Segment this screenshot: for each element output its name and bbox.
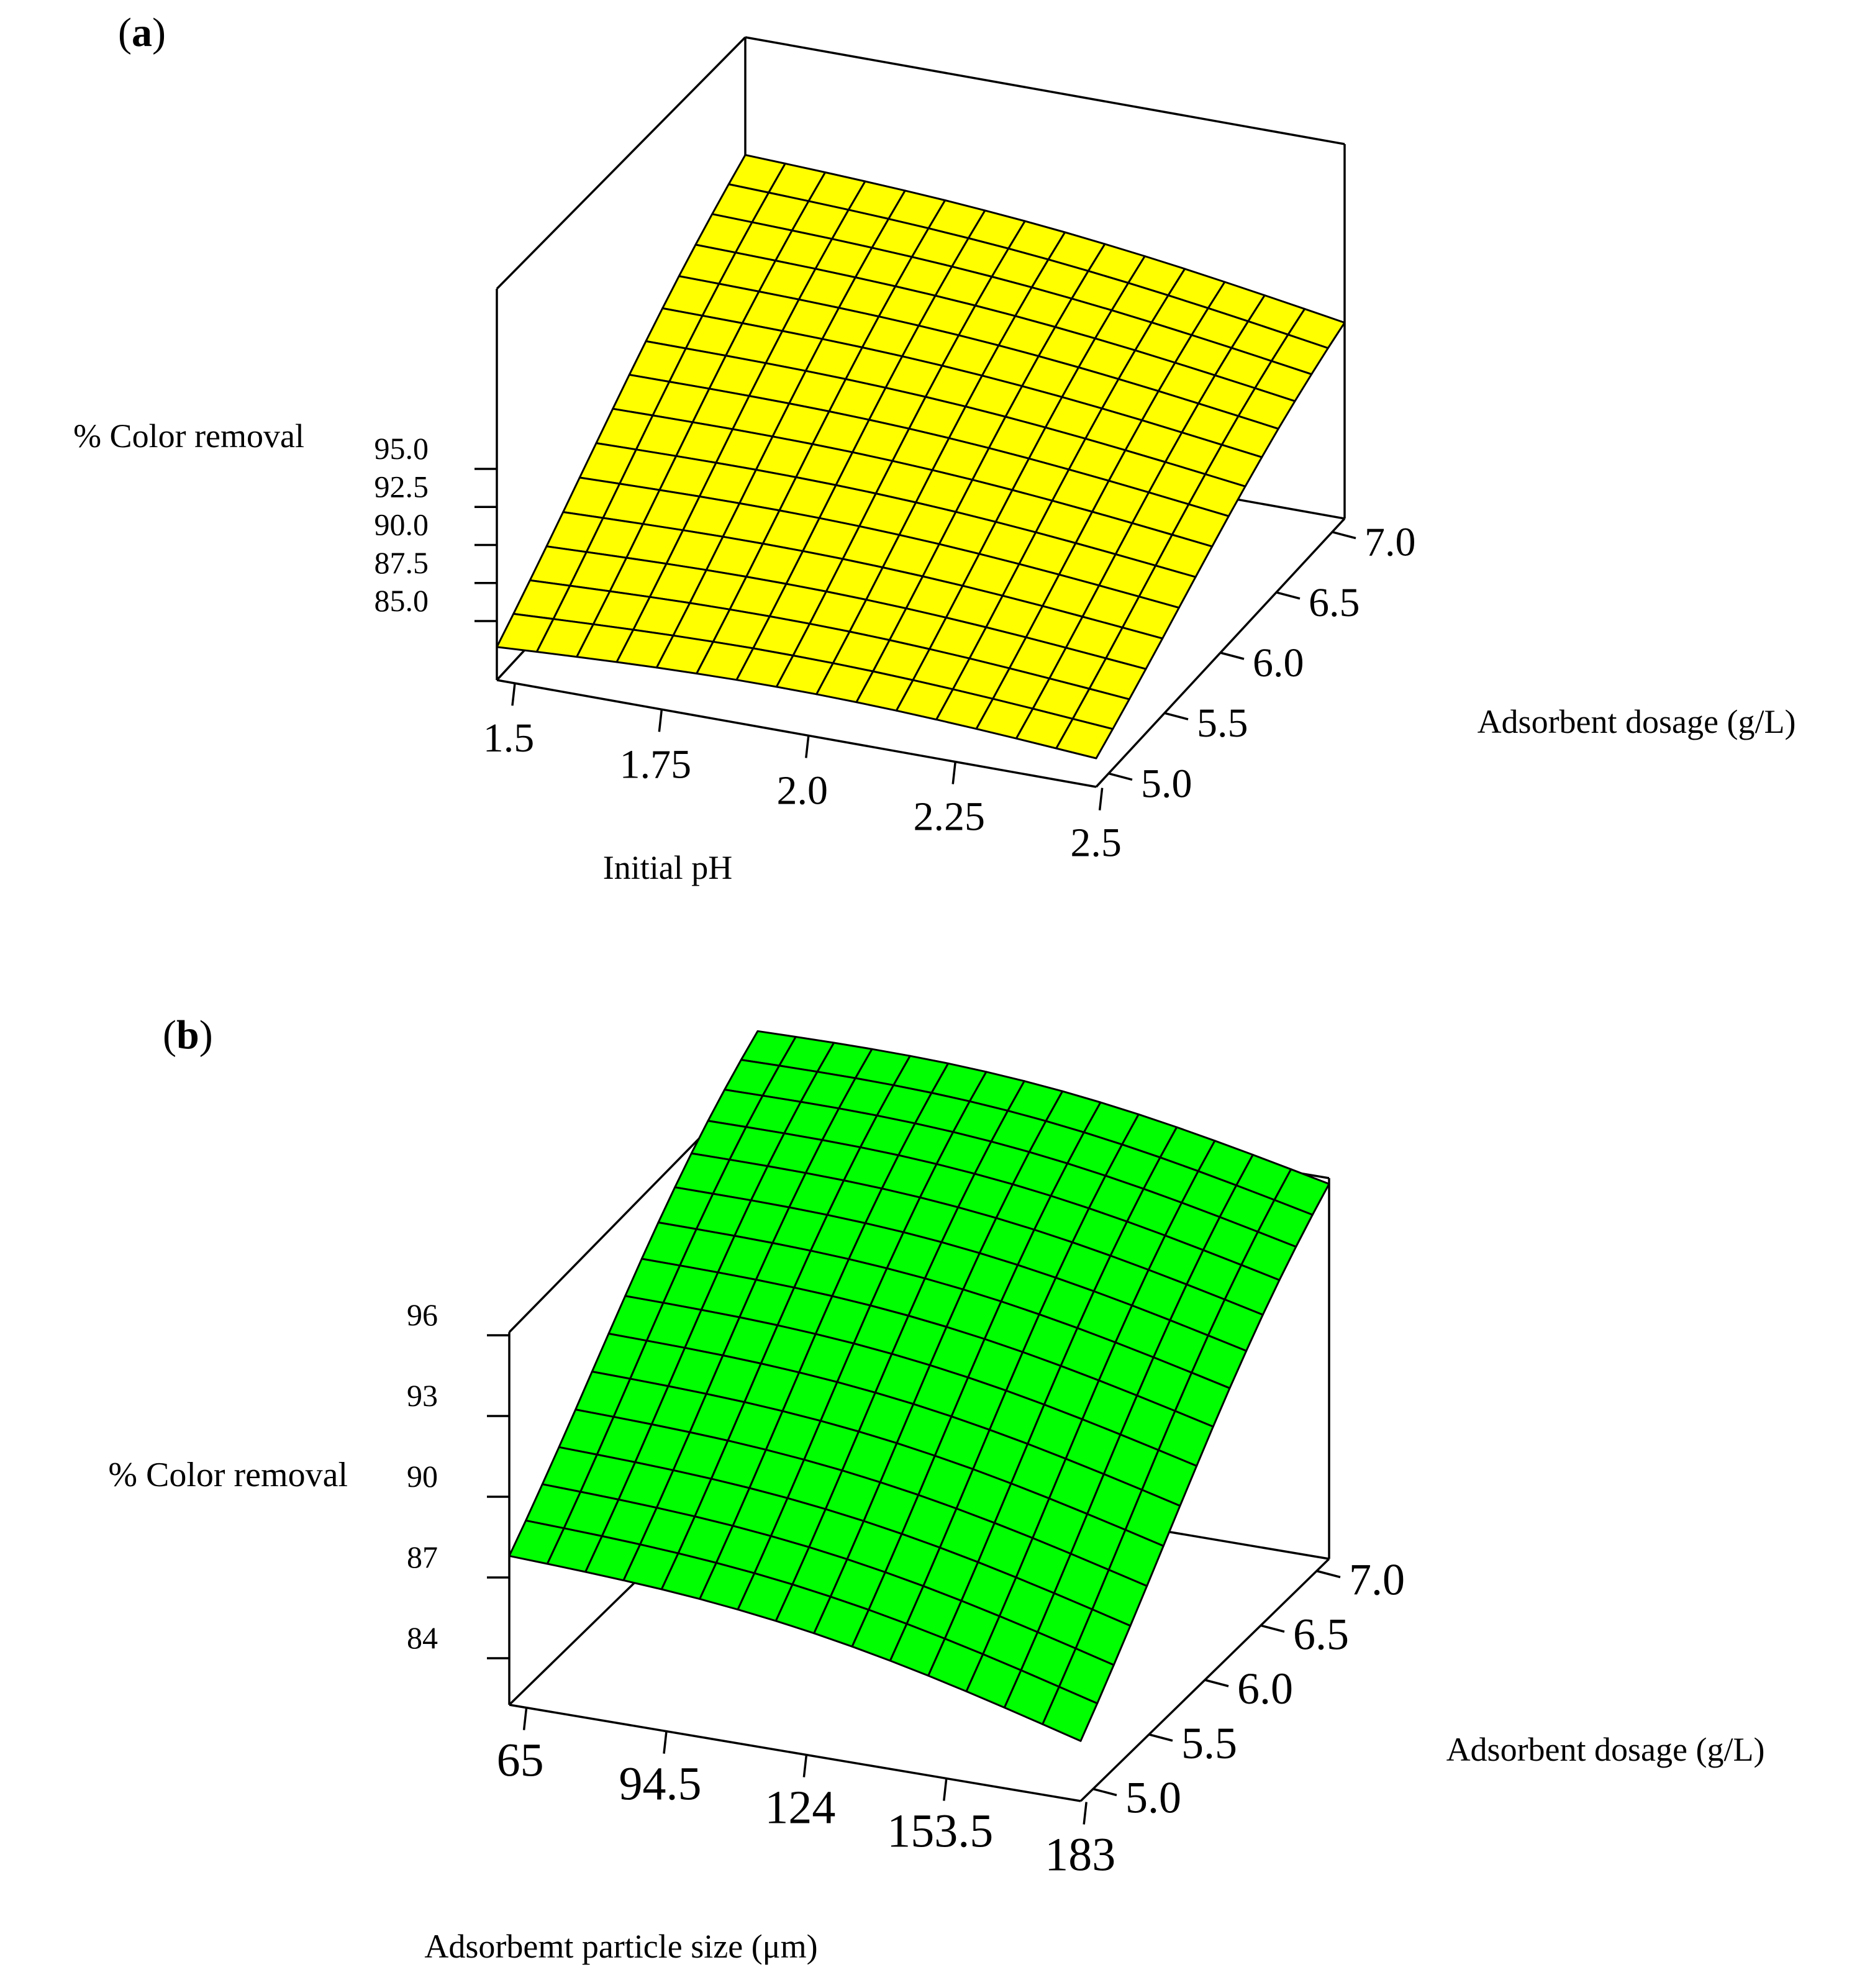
z-tick-label: 92.5 (375, 469, 429, 504)
x-tick (658, 709, 663, 732)
y-tick (1276, 591, 1301, 600)
y-tick (1220, 651, 1245, 660)
surface-plot-b: 84 87 90 93 96 65 94.5 124 153.5 1835.05.56.06.57… (108, 1030, 1765, 1965)
surface-mesh (496, 154, 1346, 760)
y-tick (1332, 530, 1356, 540)
x-tick-label: 1.75 (620, 742, 692, 787)
y-tick (1204, 1679, 1229, 1687)
z-tick-label: 93 (407, 1378, 438, 1413)
x-tick (802, 1754, 808, 1777)
x-tick-label: 2.25 (913, 794, 985, 840)
y-tick-label: 5.5 (1197, 701, 1248, 746)
y-tick-label: 6.5 (1309, 580, 1360, 625)
y-axis-title: Adsorbent dosage (g/L) (1446, 1731, 1765, 1768)
x-tick (951, 761, 956, 784)
x-tick (1083, 1802, 1087, 1825)
x-tick-label: 124 (765, 1782, 835, 1834)
x-tick (805, 735, 810, 758)
y-axis-title: Adsorbent dosage (g/L) (1478, 703, 1796, 740)
x-tick (1098, 787, 1104, 810)
z-tick-label: 87.5 (375, 545, 429, 580)
z-tick-label: 85.0 (375, 583, 429, 618)
panel-a-label: (a) (118, 10, 166, 55)
y-tick (1148, 1733, 1173, 1742)
x-tick-label: 65 (497, 1735, 544, 1787)
y-tick-label: 7.0 (1364, 520, 1416, 565)
surface-plot-a: 85.087.590.092.595.0 1.5 1.75 2.0 2.25 2.5 5.0… (73, 36, 1796, 886)
y-tick-label: 5.0 (1141, 761, 1192, 806)
x-tick (511, 683, 516, 706)
surface-cell (1055, 717, 1114, 760)
z-tick-label: 84 (407, 1620, 438, 1655)
y-tick (1164, 712, 1189, 720)
y-tick-label: 7.0 (1349, 1555, 1405, 1605)
z-tick-label: 90 (407, 1459, 438, 1494)
x-axis-title: Adsorbemt particle size (μm) (424, 1928, 817, 1965)
y-tick-label: 5.5 (1181, 1718, 1237, 1768)
x-tick (522, 1707, 528, 1730)
y-tick (1108, 772, 1133, 781)
z-axis-title: % Color removal (108, 1456, 348, 1494)
y-tick-label: 5.0 (1125, 1773, 1181, 1823)
x-tick-label: 2.5 (1070, 820, 1122, 866)
y-tick-label: 6.0 (1253, 640, 1304, 686)
z-tick-label: 87 (407, 1540, 438, 1574)
y-tick (1260, 1624, 1285, 1633)
surface-cell (1042, 1686, 1099, 1742)
x-tick (663, 1731, 668, 1754)
y-tick-label: 6.5 (1293, 1609, 1349, 1659)
z-tick-label: 96 (407, 1297, 438, 1332)
x-axis-title: Initial pH (603, 849, 732, 886)
x-tick-label: 183 (1045, 1829, 1115, 1881)
z-tick-label: 95.0 (375, 431, 429, 466)
back-top-edge (745, 36, 1345, 145)
x-tick-label: 2.0 (777, 768, 829, 813)
y-tick (1316, 1569, 1341, 1579)
x-axis-line (496, 679, 1097, 788)
z-tick-label: 90.0 (375, 507, 429, 542)
x-tick-label: 94.5 (619, 1758, 702, 1810)
x-tick (943, 1778, 948, 1801)
surface-mesh (508, 1030, 1330, 1742)
x-tick-label: 153.5 (887, 1805, 993, 1858)
x-tick-label: 1.5 (483, 715, 535, 761)
y-tick (1092, 1787, 1117, 1797)
panel-b-label: (b) (163, 1012, 213, 1058)
y-tick-label: 6.0 (1237, 1664, 1293, 1713)
left-top-edge (496, 36, 747, 290)
z-axis-title: % Color removal (73, 417, 304, 455)
x-axis-line (509, 1704, 1081, 1802)
